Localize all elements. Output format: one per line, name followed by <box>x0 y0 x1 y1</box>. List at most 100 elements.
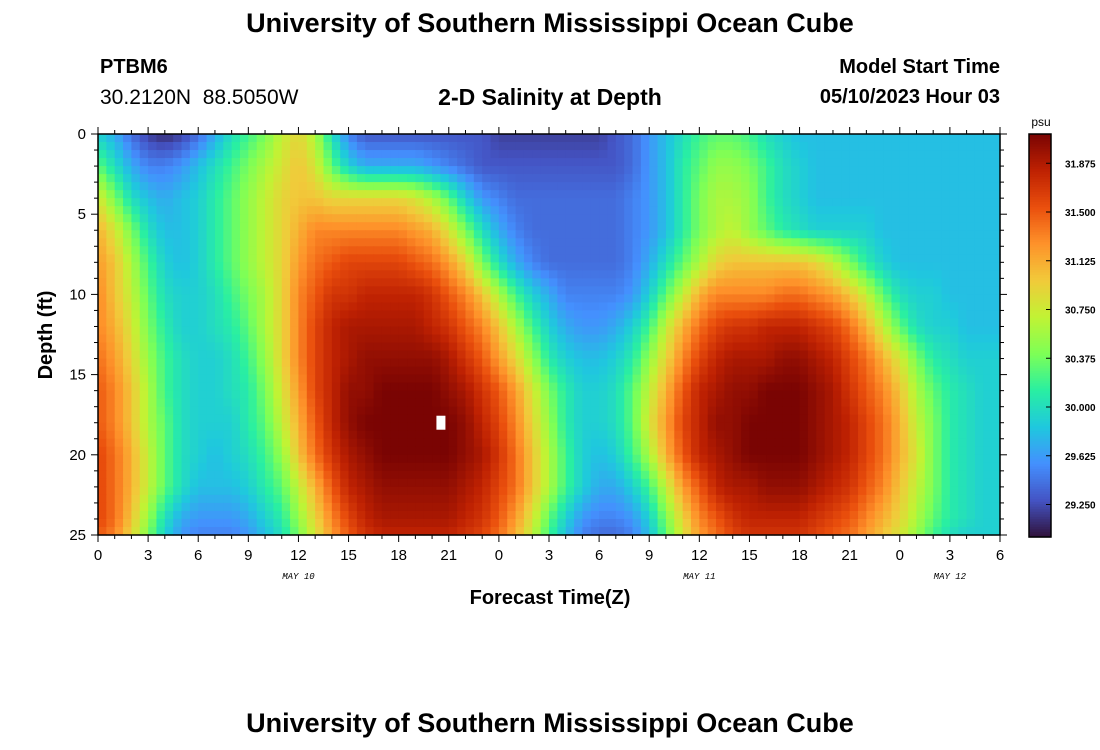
heatmap-cell <box>916 182 926 191</box>
heatmap-cell <box>974 430 984 440</box>
heatmap-cell <box>390 398 400 408</box>
heatmap-cell <box>515 342 525 352</box>
heatmap-cell <box>724 174 734 183</box>
heatmap-cell <box>148 262 158 271</box>
heatmap-cell <box>590 446 600 456</box>
heatmap-cell <box>841 430 851 440</box>
heatmap-cell <box>482 302 492 312</box>
heatmap-cell <box>248 134 258 143</box>
heatmap-cell <box>858 206 867 215</box>
heatmap-cell <box>356 366 366 376</box>
heatmap-cell <box>824 150 834 159</box>
heatmap-cell <box>239 158 249 167</box>
heatmap-cell <box>315 462 325 472</box>
heatmap-cell <box>632 230 642 239</box>
heatmap-cell <box>348 366 358 376</box>
heatmap-cell <box>198 502 208 512</box>
heatmap-cell <box>482 398 492 408</box>
heatmap-cell <box>632 294 642 304</box>
heatmap-cell <box>590 190 600 199</box>
heatmap-cell <box>949 206 959 215</box>
heatmap-cell <box>348 206 358 215</box>
heatmap-cell <box>340 366 350 376</box>
heatmap-cell <box>799 246 809 255</box>
heatmap-cell <box>590 238 600 247</box>
heatmap-cell <box>883 462 893 472</box>
heatmap-cell <box>632 358 642 368</box>
heatmap-cell <box>707 182 717 191</box>
heatmap-cell <box>440 214 450 223</box>
heatmap-cell <box>757 454 767 464</box>
heatmap-cell <box>774 262 784 271</box>
heatmap-cell <box>139 430 149 440</box>
heatmap-cell <box>407 150 416 159</box>
heatmap-cell <box>473 190 483 199</box>
heatmap-cell <box>423 494 433 504</box>
heatmap-cell <box>782 262 792 271</box>
heatmap-cell <box>515 374 525 384</box>
heatmap-cell <box>549 262 558 271</box>
heatmap-cell <box>348 262 358 271</box>
heatmap-cell <box>507 142 517 151</box>
heatmap-cell <box>624 150 634 159</box>
heatmap-cell <box>607 198 617 207</box>
heatmap-cell <box>532 334 542 344</box>
heatmap-cell <box>298 342 308 352</box>
heatmap-cell <box>273 230 283 239</box>
heatmap-cell <box>774 398 784 408</box>
heatmap-cell <box>173 334 183 344</box>
heatmap-cell <box>540 182 550 191</box>
heatmap-cell <box>582 470 592 480</box>
heatmap-cell <box>206 454 216 464</box>
heatmap-cell <box>114 142 124 151</box>
heatmap-cell <box>340 478 350 488</box>
heatmap-cell <box>290 398 300 408</box>
heatmap-cell <box>290 214 300 223</box>
heatmap-cell <box>106 294 116 304</box>
heatmap-cell <box>248 318 258 328</box>
heatmap-cell <box>924 158 934 167</box>
heatmap-cell <box>665 454 675 464</box>
heatmap-cell <box>782 134 792 143</box>
heatmap-cell <box>298 486 308 496</box>
heatmap-cell <box>841 494 851 504</box>
heatmap-cell <box>123 414 133 424</box>
heatmap-cell <box>958 366 968 376</box>
heatmap-cell <box>331 446 341 456</box>
heatmap-cell <box>173 326 183 336</box>
heatmap-cell <box>590 438 600 448</box>
heatmap-cell <box>991 374 1001 384</box>
heatmap-cell <box>523 166 533 175</box>
heatmap-cell <box>899 174 909 183</box>
heatmap-cell <box>432 246 442 255</box>
heatmap-cell <box>415 374 425 384</box>
heatmap-cell <box>824 486 834 496</box>
heatmap-cell <box>490 366 500 376</box>
heatmap-cell <box>373 246 383 255</box>
heatmap-cell <box>590 158 600 167</box>
heatmap-cell <box>832 214 842 223</box>
heatmap-cell <box>348 270 358 279</box>
heatmap-cell <box>707 366 717 376</box>
heatmap-cell <box>549 222 558 231</box>
heatmap-cell <box>106 462 116 472</box>
heatmap-cell <box>991 158 1001 167</box>
heatmap-cell <box>457 366 467 376</box>
heatmap-cell <box>381 326 391 336</box>
heatmap-cell <box>682 150 692 159</box>
heatmap-cell <box>958 166 968 175</box>
heatmap-cell <box>841 310 851 320</box>
heatmap-cell <box>348 238 358 247</box>
heatmap-cell <box>874 246 884 255</box>
heatmap-cell <box>757 286 767 295</box>
heatmap-cell <box>256 470 266 480</box>
heatmap-cell <box>615 238 625 247</box>
heatmap-cell <box>958 214 968 223</box>
heatmap-cell <box>273 286 283 295</box>
heatmap-cell <box>774 494 784 504</box>
heatmap-cell <box>423 318 433 328</box>
heatmap-cell <box>649 382 659 392</box>
heatmap-cell <box>206 158 216 167</box>
heatmap-cell <box>741 254 751 263</box>
heatmap-cell <box>223 174 233 183</box>
